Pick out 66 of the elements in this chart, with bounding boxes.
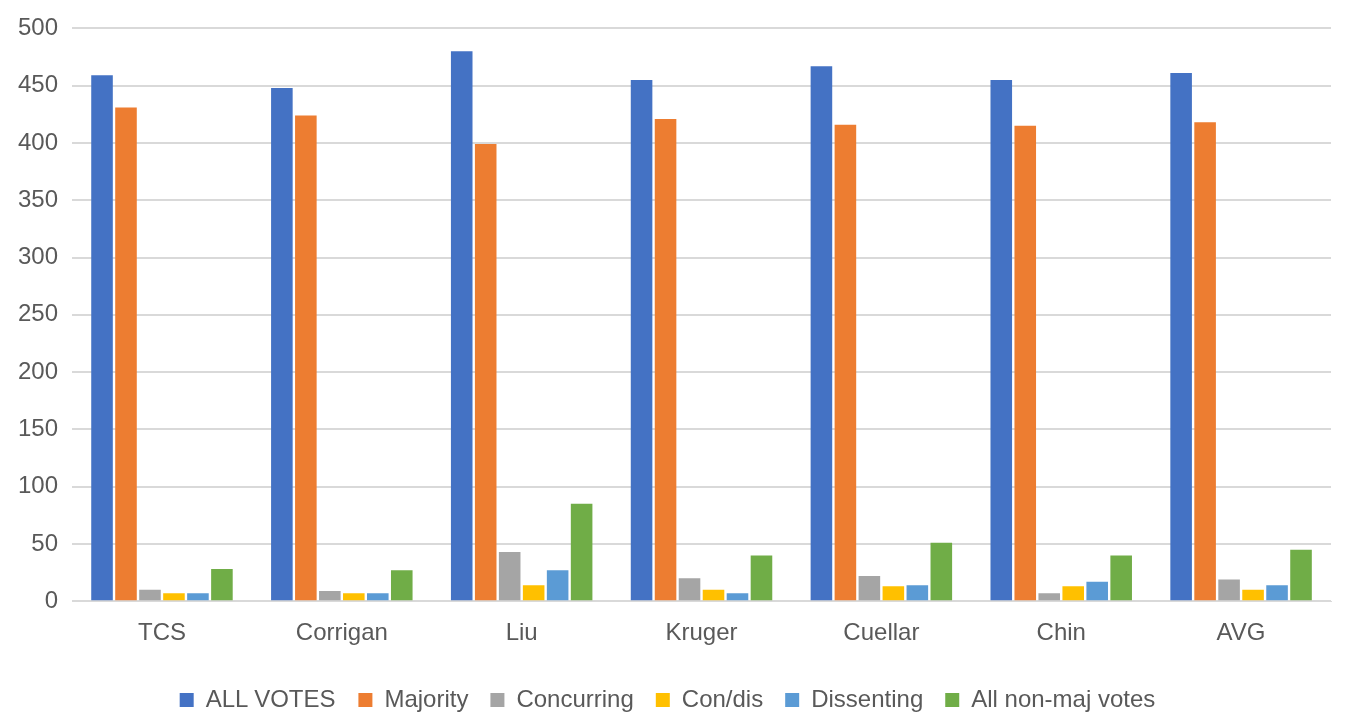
bar [139, 589, 161, 601]
x-tick-label: Chin [1036, 618, 1086, 646]
legend-label: Concurring [516, 684, 634, 712]
bar [390, 570, 413, 601]
bar [882, 586, 905, 601]
bar [211, 569, 233, 601]
bar [654, 118, 677, 601]
bar [367, 593, 389, 601]
bar [1062, 586, 1085, 601]
y-tick-label: 0 [44, 585, 59, 613]
x-tick-label: Kruger [665, 618, 738, 646]
bar [834, 124, 857, 601]
y-tick-label: 250 [18, 299, 59, 327]
y-tick-label: 400 [18, 127, 59, 155]
x-tick-label: TCS [137, 618, 186, 646]
x-tick-label: Liu [505, 618, 538, 646]
bar [1194, 122, 1216, 601]
bar [187, 593, 209, 601]
bar [522, 585, 545, 601]
bar [1242, 589, 1264, 601]
legend-label: Dissenting [811, 684, 924, 712]
bar [1086, 581, 1108, 601]
bar [1266, 585, 1288, 601]
bar [1038, 593, 1061, 601]
legend-label: All non-maj votes [971, 684, 1156, 712]
bar [678, 578, 701, 601]
legend-label: ALL VOTES [205, 684, 336, 712]
bar [1218, 579, 1240, 601]
bar [858, 576, 881, 601]
y-tick-label: 300 [18, 242, 59, 270]
bar [570, 503, 593, 601]
bar [906, 585, 929, 601]
legend-label: Majority [384, 684, 469, 712]
bar [630, 79, 653, 601]
y-tick-label: 100 [18, 471, 59, 499]
y-tick-label: 450 [18, 70, 59, 98]
bar [546, 570, 569, 601]
bar [271, 87, 293, 601]
bar [990, 79, 1013, 601]
y-tick-label: 200 [18, 356, 59, 384]
bar [810, 66, 833, 601]
bar [295, 115, 317, 601]
bar [450, 51, 473, 601]
bar [343, 593, 365, 601]
y-tick-label: 150 [18, 413, 59, 441]
bar [91, 75, 113, 601]
bar [1110, 555, 1132, 601]
y-tick-label: 50 [31, 528, 59, 556]
x-tick-label: Cuellar [843, 618, 920, 646]
bar [319, 590, 341, 601]
x-tick-label: Corrigan [295, 618, 388, 646]
y-tick-label: 350 [18, 184, 59, 212]
bar [1014, 125, 1037, 601]
bar [702, 589, 725, 601]
bar [498, 551, 521, 601]
y-tick-label: 500 [18, 13, 59, 41]
bar [726, 593, 749, 601]
bar [163, 593, 185, 601]
bar [1170, 73, 1192, 601]
bar [930, 542, 953, 601]
bar [115, 107, 137, 601]
x-tick-label: AVG [1216, 618, 1266, 646]
bar [750, 555, 773, 601]
bar [1290, 549, 1312, 601]
legend-label: Con/dis [681, 684, 764, 712]
bar [474, 144, 497, 601]
